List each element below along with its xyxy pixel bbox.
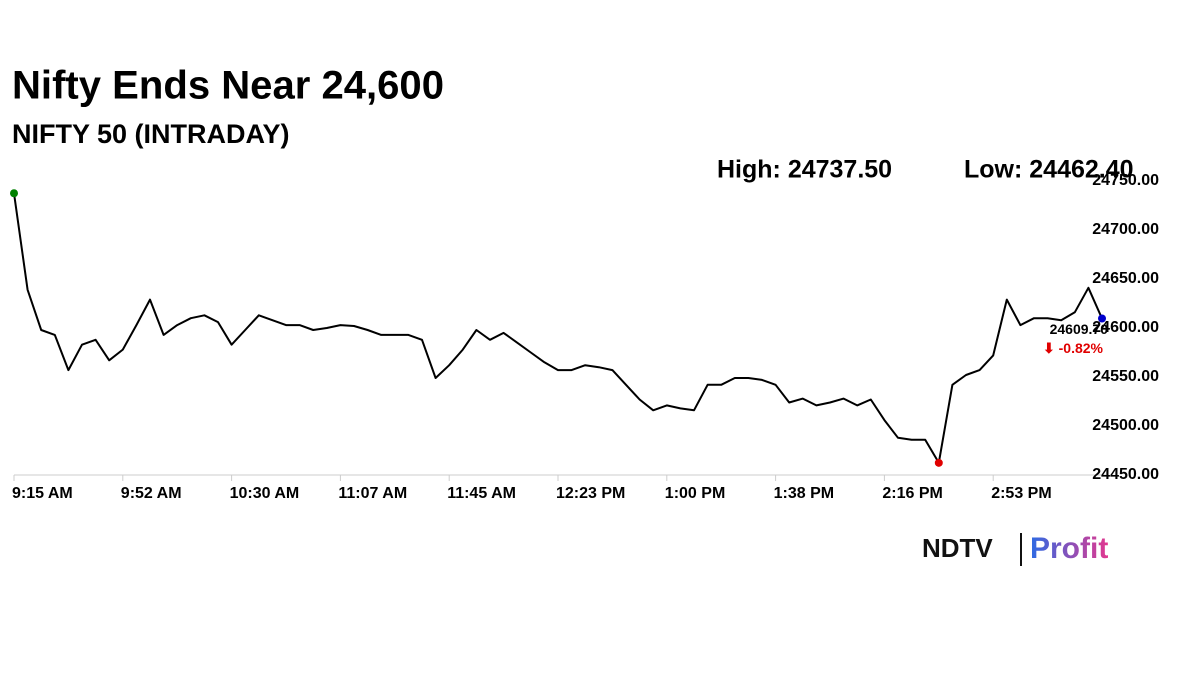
y-tick-label: 24750.00 <box>1092 172 1159 189</box>
x-tick-label: 11:45 AM <box>447 485 516 502</box>
x-tick-label: 1:00 PM <box>665 485 725 502</box>
x-tick-label: 11:07 AM <box>338 485 407 502</box>
y-tick-label: 24700.00 <box>1092 221 1159 238</box>
low-text: Low: 24462.40 <box>964 156 1134 184</box>
logo-ndtv: NDTV <box>922 533 993 563</box>
y-tick-label: 24450.00 <box>1092 466 1159 483</box>
x-tick-label: 12:23 PM <box>556 485 625 502</box>
x-tick-label: 1:38 PM <box>774 485 834 502</box>
last-dot <box>1098 314 1106 323</box>
high-text: High: 24737.50 <box>717 156 892 184</box>
price-line <box>13 193 1103 464</box>
last-value-label: 24609.70 <box>1050 321 1109 337</box>
x-tick-label: 9:15 AM <box>12 485 73 502</box>
x-tick-label: 9:52 AM <box>121 485 182 502</box>
chart-title: Nifty Ends Near 24,600 <box>12 64 444 108</box>
y-tick-label: 24550.00 <box>1092 368 1159 385</box>
low-dot <box>934 458 943 467</box>
logo-profit: Profit <box>1030 532 1108 565</box>
y-tick-label: 24500.00 <box>1092 417 1159 434</box>
x-tick-label: 2:16 PM <box>882 485 942 502</box>
chart-subtitle: NIFTY 50 (INTRADAY) <box>12 119 290 149</box>
y-tick-label: 24650.00 <box>1092 270 1159 287</box>
high-dot <box>10 189 18 198</box>
y-tick-label: 24600.00 <box>1092 319 1159 336</box>
change-label: ⬇ -0.82% <box>1043 340 1104 356</box>
x-tick-label: 10:30 AM <box>230 485 300 502</box>
x-tick-label: 2:53 PM <box>991 485 1051 502</box>
